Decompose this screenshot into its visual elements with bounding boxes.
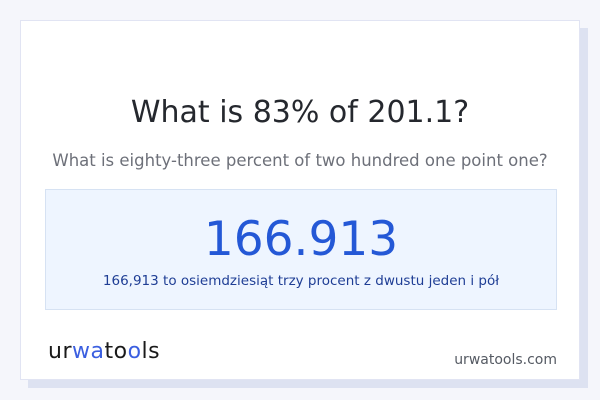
result-card: What is 83% of 201.1? What is eighty-thr… bbox=[20, 20, 580, 380]
result-value: 166.913 bbox=[203, 212, 399, 267]
page-title: What is 83% of 201.1? bbox=[130, 95, 470, 130]
result-words: 166,913 to osiemdziesiąt trzy procent z … bbox=[102, 273, 500, 289]
result-box: 166.913 166,913 to osiemdziesiąt trzy pr… bbox=[45, 189, 557, 310]
page-subtitle: What is eighty-three percent of two hund… bbox=[52, 151, 548, 170]
urwatools-logo: urwatools bbox=[48, 339, 161, 364]
site-url: urwatools.com bbox=[454, 352, 557, 368]
